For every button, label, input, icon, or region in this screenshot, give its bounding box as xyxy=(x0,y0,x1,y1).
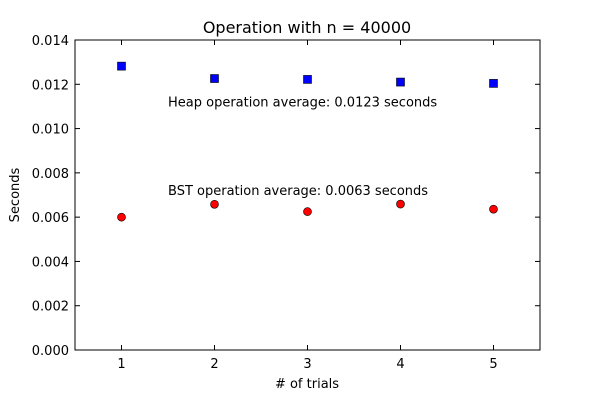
y-tick-label: 0.012 xyxy=(32,78,69,93)
bst-point xyxy=(303,207,312,216)
y-tick-label: 0.006 xyxy=(32,211,69,226)
y-tick-label: 0.004 xyxy=(32,255,69,270)
heap-point xyxy=(117,61,126,71)
plot-area xyxy=(117,61,498,222)
heap-point xyxy=(396,77,405,87)
chart-title: Operation with n = 40000 xyxy=(203,18,411,37)
y-axis: 0.000 0.002 0.004 0.006 0.008 0.010 0.012 0.014 xyxy=(32,34,540,359)
heap-point xyxy=(303,75,312,84)
x-tick-label: 4 xyxy=(396,357,404,372)
y-tick-label: 0.008 xyxy=(32,167,69,182)
y-axis-label: Seconds xyxy=(8,167,23,222)
x-axis: 1 2 3 4 5 xyxy=(117,40,498,372)
x-tick-label: 2 xyxy=(210,357,218,372)
y-tick-label: 0.014 xyxy=(32,34,69,49)
y-tick-label: 0.000 xyxy=(32,344,69,359)
y-tick-label: 0.010 xyxy=(32,123,69,138)
annotations: Heap operation average: 0.0123 seconds BS… xyxy=(168,95,437,199)
bst-point xyxy=(210,200,219,209)
bst-point xyxy=(396,199,405,209)
x-tick-label: 1 xyxy=(117,357,125,372)
bst-point xyxy=(117,212,126,222)
bst-point xyxy=(489,204,498,214)
x-tick-label: 3 xyxy=(303,357,311,372)
annotation-text: Heap operation average: 0.0123 seconds xyxy=(168,95,437,110)
annotation-text: BST operation average: 0.0063 seconds xyxy=(168,184,428,199)
x-axis-label: # of trials xyxy=(275,377,339,392)
y-tick-label: 0.002 xyxy=(32,300,69,315)
x-tick-label: 5 xyxy=(489,357,497,372)
heap-point xyxy=(489,79,498,88)
heap-point xyxy=(210,74,219,83)
